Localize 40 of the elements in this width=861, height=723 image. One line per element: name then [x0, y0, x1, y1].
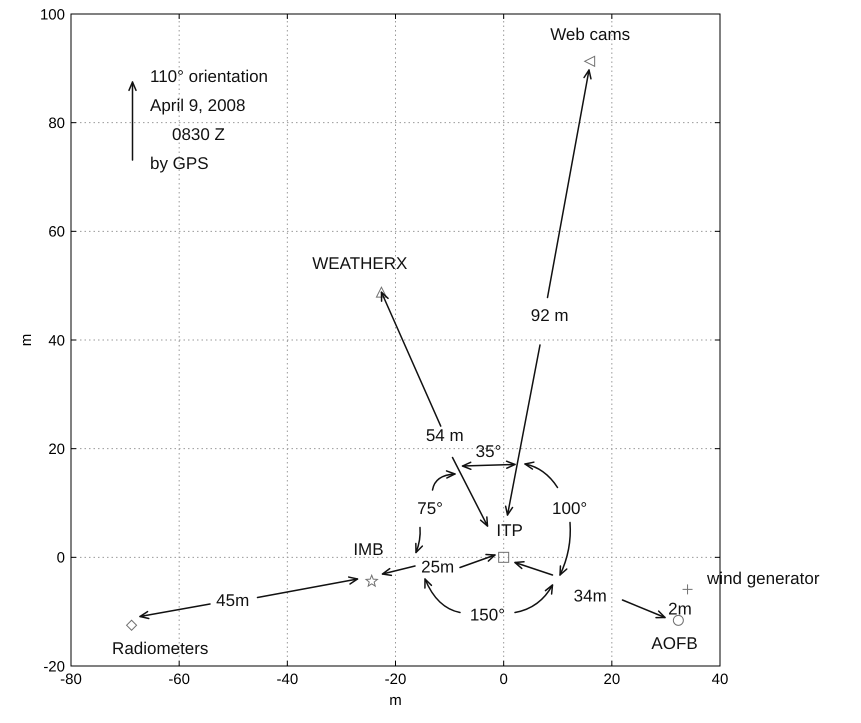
annotation: 75°: [417, 498, 443, 518]
annotation: 2m: [668, 599, 692, 618]
y-tick-label: 0: [56, 550, 65, 567]
annotation: Web cams: [550, 25, 630, 44]
annotation: IMB: [353, 540, 384, 560]
annotation: by GPS: [150, 154, 209, 173]
y-tick-label: 60: [48, 224, 65, 241]
x-tick-label: -60: [168, 671, 190, 688]
x-tick-label: -20: [384, 671, 406, 688]
y-tick-label: 40: [48, 332, 65, 350]
annotation: 92 m: [530, 306, 569, 325]
annotation: 110° orientation: [150, 67, 268, 86]
point: [365, 574, 378, 587]
point: [672, 614, 684, 626]
x-tick-label: 20: [603, 671, 620, 688]
annotation: Radiometers: [112, 639, 208, 658]
point: [126, 620, 138, 631]
annotation: 34m: [574, 586, 607, 606]
annotation: 0830 Z: [172, 125, 225, 144]
annotation: ITP: [496, 521, 523, 540]
point: [498, 552, 510, 563]
annotation: 54 m: [426, 426, 464, 446]
y-tick-label: 80: [48, 114, 65, 132]
y-tick-label: 100: [40, 6, 65, 24]
annotation: 25m: [421, 558, 454, 577]
annotation: April 9, 2008: [150, 96, 246, 115]
y-axis-title: m: [18, 334, 35, 346]
x-tick-label: -40: [276, 671, 298, 688]
annotation: AOFB: [651, 634, 698, 654]
point: [376, 286, 387, 298]
annotation: 45m: [216, 591, 250, 610]
annotation: 35°: [476, 442, 502, 461]
annotation: 100°: [552, 498, 588, 518]
x-tick-label: 40: [712, 671, 728, 688]
annotation: WEATHERX: [312, 254, 408, 273]
x-tick-label: 0: [499, 671, 508, 688]
annotation: 150°: [470, 605, 506, 624]
y-tick-label: 20: [48, 440, 65, 458]
x-axis-title: m: [389, 692, 402, 709]
point: [584, 56, 596, 67]
